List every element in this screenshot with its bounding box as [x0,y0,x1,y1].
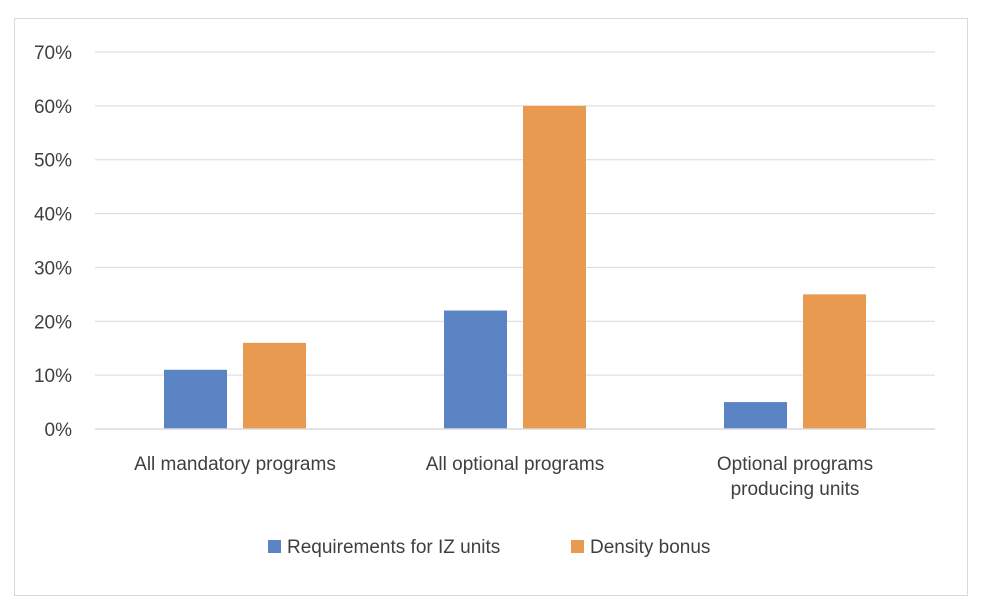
legend-swatch [268,540,281,553]
bar-density-bonus [803,294,866,429]
category-label: Optional programs [717,454,873,475]
bar-requirements [164,369,227,429]
legend-label: Requirements for IZ units [287,537,500,558]
y-tick-label: 50% [34,151,72,172]
y-tick-label: 30% [34,258,72,279]
bar-requirements [444,310,507,429]
y-tick-label: 20% [34,312,72,333]
y-axis-ticks: 0% 10% 20% 30% 40% 50% 60% 70% [34,43,72,441]
category-labels: All mandatory programs All optional progr… [134,454,873,500]
legend: Requirements for IZ units Density bonus [268,537,710,558]
y-tick-label: 60% [34,97,72,118]
y-tick-label: 70% [34,43,72,64]
y-tick-label: 40% [34,205,72,226]
bars [164,105,866,429]
bar-requirements [724,402,787,429]
legend-label: Density bonus [590,537,710,558]
category-label: producing units [731,479,860,500]
y-tick-label: 10% [34,366,72,387]
bar-density-bonus [523,105,586,429]
category-label: All mandatory programs [134,454,336,475]
legend-swatch [571,540,584,553]
y-tick-label: 0% [45,420,73,441]
category-label: All optional programs [426,454,604,475]
gridlines [95,51,935,376]
bar-density-bonus [243,342,306,429]
